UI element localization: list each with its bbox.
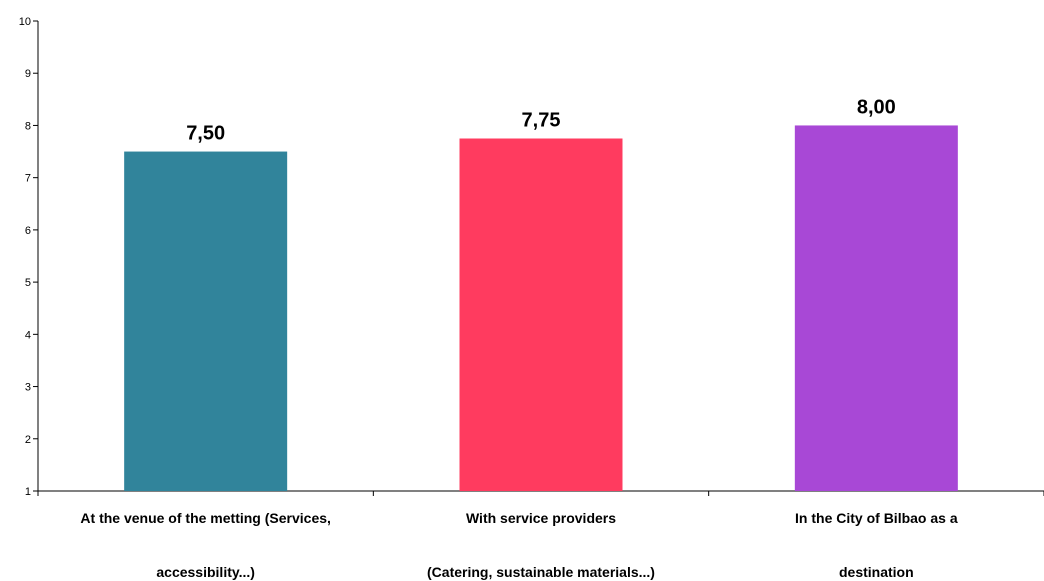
y-tick-label: 3 <box>25 382 31 394</box>
category-label-line1: At the venue of the metting (Services, <box>80 510 331 526</box>
bar <box>124 151 288 492</box>
y-tick-label: 2 <box>25 434 31 446</box>
y-tick-label: 1 <box>25 486 31 498</box>
y-tick-label: 6 <box>25 225 31 237</box>
category-label-line2: (Catering, sustainable materials...) <box>427 564 655 580</box>
y-tick-label: 8 <box>25 120 31 132</box>
labels: 7,50 At the venue of the metting (Service… <box>80 96 957 580</box>
bars <box>124 125 958 492</box>
data-label: 8,00 <box>857 96 896 118</box>
y-tick-label: 5 <box>25 277 31 289</box>
data-label: 7,75 <box>522 110 561 132</box>
category-label-line2: accessibility...) <box>156 564 255 580</box>
category-label-line1: In the City of Bilbao as a <box>795 510 958 526</box>
y-tick-label: 7 <box>25 173 31 185</box>
y-tick-label: 10 <box>19 16 31 28</box>
bar <box>794 125 958 491</box>
bar <box>459 138 623 491</box>
category-label-line1: With service providers <box>466 510 616 526</box>
y-tick-label: 4 <box>25 329 31 341</box>
data-label: 7,50 <box>186 123 225 145</box>
y-tick-label: 9 <box>25 68 31 80</box>
category-label-line2: destination <box>839 564 914 580</box>
